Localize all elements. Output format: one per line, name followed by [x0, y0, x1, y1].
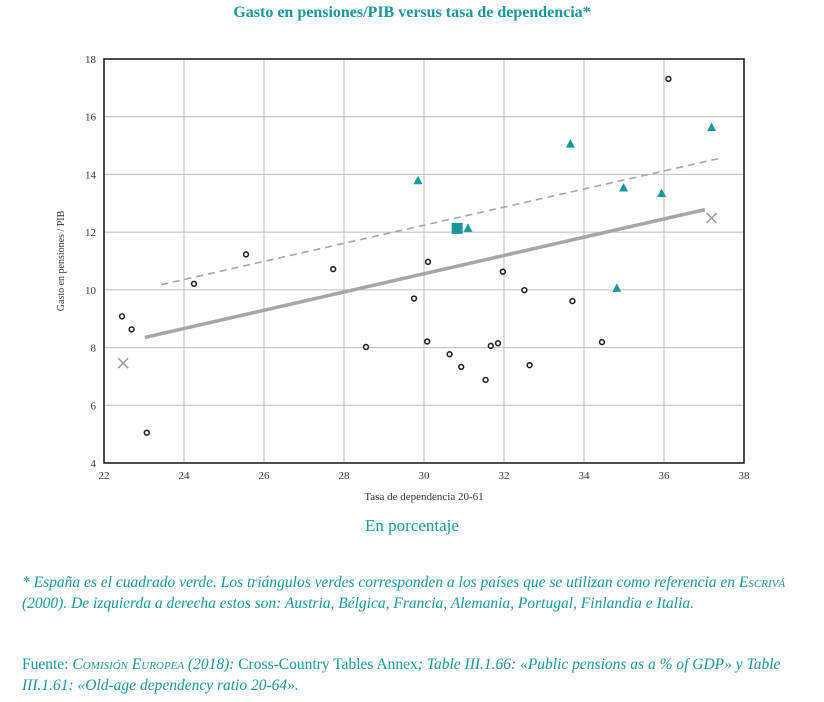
y-tick-label: 18: [85, 54, 97, 66]
footnote-text-1: * España es el cuadrado verde. Los trián…: [22, 574, 739, 591]
footnote-author: Escrivá: [738, 574, 786, 591]
x-tick-label: 34: [579, 470, 591, 482]
y-tick-label: 10: [85, 285, 97, 297]
y-tick-label: 8: [91, 343, 97, 355]
data-point-circle: [526, 361, 533, 369]
source-annex: Cross-Country Tables Annex: [238, 656, 418, 673]
chart-title: Gasto en pensiones/PIB versus tasa de de…: [233, 4, 591, 21]
source-year: (2018):: [184, 656, 239, 673]
data-point-circle: [487, 342, 494, 350]
footnote-text-2: (2000). De izquierda a derecha estos son…: [22, 595, 695, 612]
data-point-circle: [362, 343, 370, 351]
y-tick-label: 16: [85, 112, 97, 124]
plot-frame: [103, 58, 745, 464]
data-point-cross: [706, 212, 718, 224]
data-point-circle: [424, 258, 432, 266]
x-tick-label: 26: [259, 470, 271, 482]
data-point-circle: [118, 313, 126, 320]
data-point-circle: [190, 280, 198, 287]
x-tick-label: 24: [179, 470, 191, 482]
x-tick-label: 32: [499, 470, 510, 482]
data-point-triangle: [463, 223, 473, 232]
data-point-cross: [117, 357, 129, 369]
source-label: Fuente:: [22, 656, 73, 673]
trend-line: [144, 207, 706, 340]
source-org: Comisión Europea: [72, 656, 185, 673]
x-tick-label: 38: [739, 470, 751, 482]
x-tick-label: 28: [339, 470, 351, 482]
data-point-triangle: [565, 139, 575, 148]
data-point-circle: [242, 251, 250, 258]
data-point-triangle: [707, 122, 717, 132]
source-note: Fuente: Comisión Europea (2018): Cross-C…: [22, 654, 812, 696]
data-point-circle: [521, 286, 528, 294]
data-point-triangle: [612, 283, 622, 292]
source-rest: ; Table III.1.66: «Public pensions as a …: [22, 656, 781, 694]
y-tick-label: 6: [91, 400, 97, 412]
trend-line-dashed: [161, 157, 721, 286]
data-point-circle: [569, 297, 576, 305]
y-tick-label: 12: [85, 227, 96, 239]
data-point-circle: [494, 340, 502, 347]
data-point-square-spain: [451, 222, 463, 234]
x-tick-label: 30: [419, 470, 431, 482]
data-point-triangle: [413, 175, 423, 185]
data-point-circle: [143, 429, 151, 436]
chart-subtitle: En porcentaje: [365, 516, 459, 535]
data-point-circle: [424, 338, 431, 345]
data-point-circle: [330, 265, 337, 273]
x-axis-label: Tasa de dependencia 20-61: [364, 491, 483, 503]
data-point-circle: [482, 376, 489, 384]
y-tick-label: 4: [91, 458, 97, 470]
scatter-chart: 22 24 26 28 30 32 34 36 38 4 6 8 10 12 14 16 18 Tasa de d…: [56, 54, 751, 503]
x-tick-label: 36: [659, 470, 671, 482]
data-point-circle: [128, 326, 135, 333]
data-point-triangle: [657, 188, 667, 197]
data-point-circle: [499, 268, 506, 275]
data-point-circle: [458, 363, 465, 371]
y-tick-label: 14: [85, 169, 97, 181]
x-tick-label: 22: [99, 470, 110, 482]
data-point-circle: [665, 75, 672, 83]
data-point-triangle: [619, 182, 629, 192]
data-point-circle: [410, 295, 418, 302]
data-point-circle: [446, 351, 453, 358]
footnote: * España es el cuadrado verde. Los trián…: [22, 572, 812, 614]
y-axis-label: Gasto en pensiones / PIB: [56, 210, 67, 311]
data-point-circle: [598, 338, 606, 346]
